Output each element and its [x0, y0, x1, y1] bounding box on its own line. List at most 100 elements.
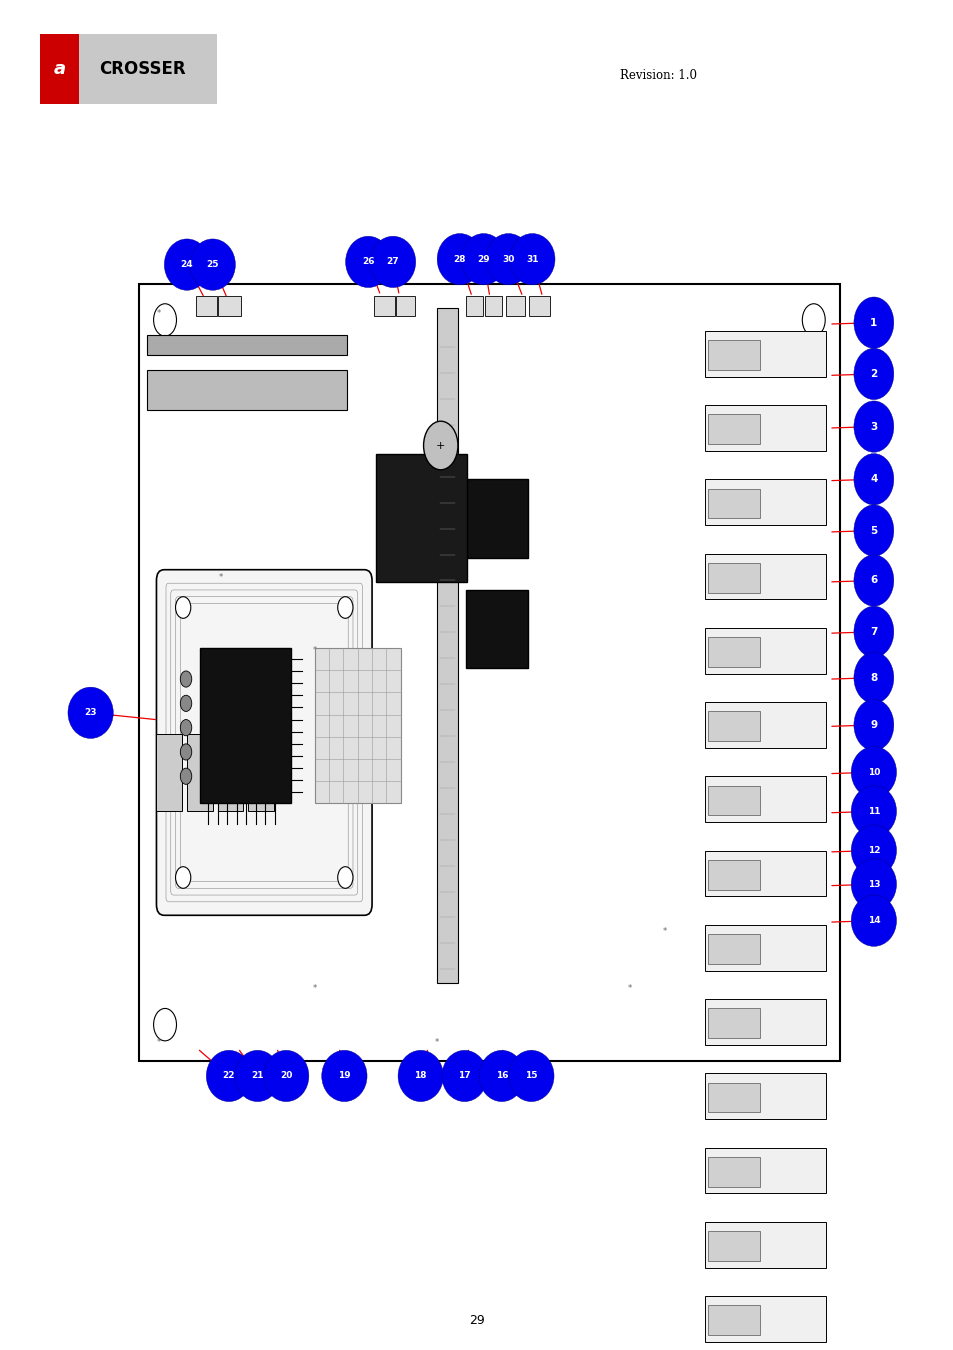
FancyBboxPatch shape [505, 296, 524, 316]
Text: 15: 15 [524, 1072, 537, 1080]
Text: 19: 19 [337, 1072, 351, 1080]
Ellipse shape [853, 555, 893, 606]
Text: *: * [435, 1038, 438, 1046]
Ellipse shape [441, 1050, 487, 1102]
FancyBboxPatch shape [156, 570, 372, 915]
Ellipse shape [345, 236, 391, 288]
Ellipse shape [206, 1050, 252, 1102]
FancyBboxPatch shape [374, 296, 395, 316]
FancyBboxPatch shape [704, 1148, 825, 1193]
Circle shape [337, 597, 353, 618]
FancyBboxPatch shape [147, 370, 347, 410]
FancyBboxPatch shape [465, 479, 527, 558]
FancyBboxPatch shape [156, 734, 182, 811]
Text: *: * [313, 984, 316, 992]
FancyBboxPatch shape [704, 479, 825, 525]
Circle shape [423, 421, 457, 470]
Ellipse shape [478, 1050, 524, 1102]
Text: 1: 1 [869, 317, 877, 328]
Circle shape [801, 304, 824, 336]
Ellipse shape [853, 297, 893, 348]
Ellipse shape [508, 1050, 554, 1102]
FancyBboxPatch shape [704, 554, 825, 599]
Circle shape [180, 720, 192, 736]
FancyBboxPatch shape [40, 34, 79, 104]
Text: 21: 21 [251, 1072, 264, 1080]
Text: Revision: 1.0: Revision: 1.0 [619, 69, 696, 82]
Ellipse shape [853, 454, 893, 505]
Ellipse shape [850, 786, 896, 837]
Ellipse shape [853, 401, 893, 452]
FancyBboxPatch shape [484, 296, 501, 316]
Ellipse shape [853, 505, 893, 556]
Text: 18: 18 [414, 1072, 427, 1080]
Text: *: * [157, 1038, 161, 1046]
FancyBboxPatch shape [395, 296, 415, 316]
Ellipse shape [485, 234, 531, 285]
Text: *: * [219, 574, 223, 582]
Ellipse shape [234, 1050, 280, 1102]
FancyBboxPatch shape [707, 934, 760, 964]
Ellipse shape [853, 348, 893, 400]
FancyBboxPatch shape [217, 296, 241, 316]
Text: 27: 27 [386, 258, 399, 266]
Ellipse shape [850, 747, 896, 798]
FancyBboxPatch shape [187, 734, 213, 811]
Text: 14: 14 [866, 917, 880, 925]
FancyBboxPatch shape [704, 1222, 825, 1268]
Circle shape [180, 744, 192, 760]
FancyBboxPatch shape [707, 637, 760, 667]
FancyBboxPatch shape [704, 331, 825, 377]
FancyBboxPatch shape [704, 405, 825, 451]
FancyBboxPatch shape [707, 786, 760, 815]
FancyBboxPatch shape [707, 1008, 760, 1038]
Ellipse shape [460, 234, 506, 285]
FancyBboxPatch shape [704, 628, 825, 674]
FancyBboxPatch shape [529, 296, 550, 316]
Ellipse shape [397, 1050, 443, 1102]
Text: 9: 9 [869, 720, 877, 730]
FancyBboxPatch shape [375, 454, 466, 582]
Ellipse shape [321, 1050, 367, 1102]
FancyBboxPatch shape [200, 648, 291, 803]
FancyBboxPatch shape [707, 1305, 760, 1335]
Circle shape [337, 867, 353, 888]
Text: 17: 17 [457, 1072, 471, 1080]
FancyBboxPatch shape [217, 734, 243, 811]
Text: 8: 8 [869, 672, 877, 683]
FancyBboxPatch shape [707, 711, 760, 741]
FancyBboxPatch shape [248, 734, 274, 811]
Ellipse shape [68, 687, 113, 738]
Text: +: + [436, 440, 445, 451]
Text: 16: 16 [495, 1072, 508, 1080]
Ellipse shape [370, 236, 416, 288]
Circle shape [801, 1008, 824, 1041]
FancyBboxPatch shape [707, 489, 760, 518]
Ellipse shape [853, 652, 893, 703]
Ellipse shape [190, 239, 235, 290]
Text: 23: 23 [84, 709, 97, 717]
FancyBboxPatch shape [314, 648, 400, 803]
Ellipse shape [509, 234, 555, 285]
Text: 25: 25 [206, 261, 219, 269]
FancyBboxPatch shape [707, 1083, 760, 1112]
Text: CROSSER: CROSSER [99, 59, 186, 78]
FancyBboxPatch shape [707, 414, 760, 444]
FancyBboxPatch shape [147, 335, 347, 355]
FancyBboxPatch shape [707, 1157, 760, 1187]
Ellipse shape [850, 825, 896, 876]
FancyBboxPatch shape [707, 340, 760, 370]
Text: 29: 29 [469, 1314, 484, 1327]
Circle shape [180, 671, 192, 687]
FancyBboxPatch shape [704, 776, 825, 822]
Text: 5: 5 [869, 525, 877, 536]
Text: 28: 28 [453, 255, 466, 263]
FancyBboxPatch shape [704, 925, 825, 971]
Text: 24: 24 [180, 261, 193, 269]
Text: *: * [313, 647, 316, 655]
Text: 26: 26 [361, 258, 375, 266]
Ellipse shape [853, 699, 893, 751]
Text: 11: 11 [866, 807, 880, 815]
Ellipse shape [853, 606, 893, 657]
Text: 2: 2 [869, 369, 877, 379]
